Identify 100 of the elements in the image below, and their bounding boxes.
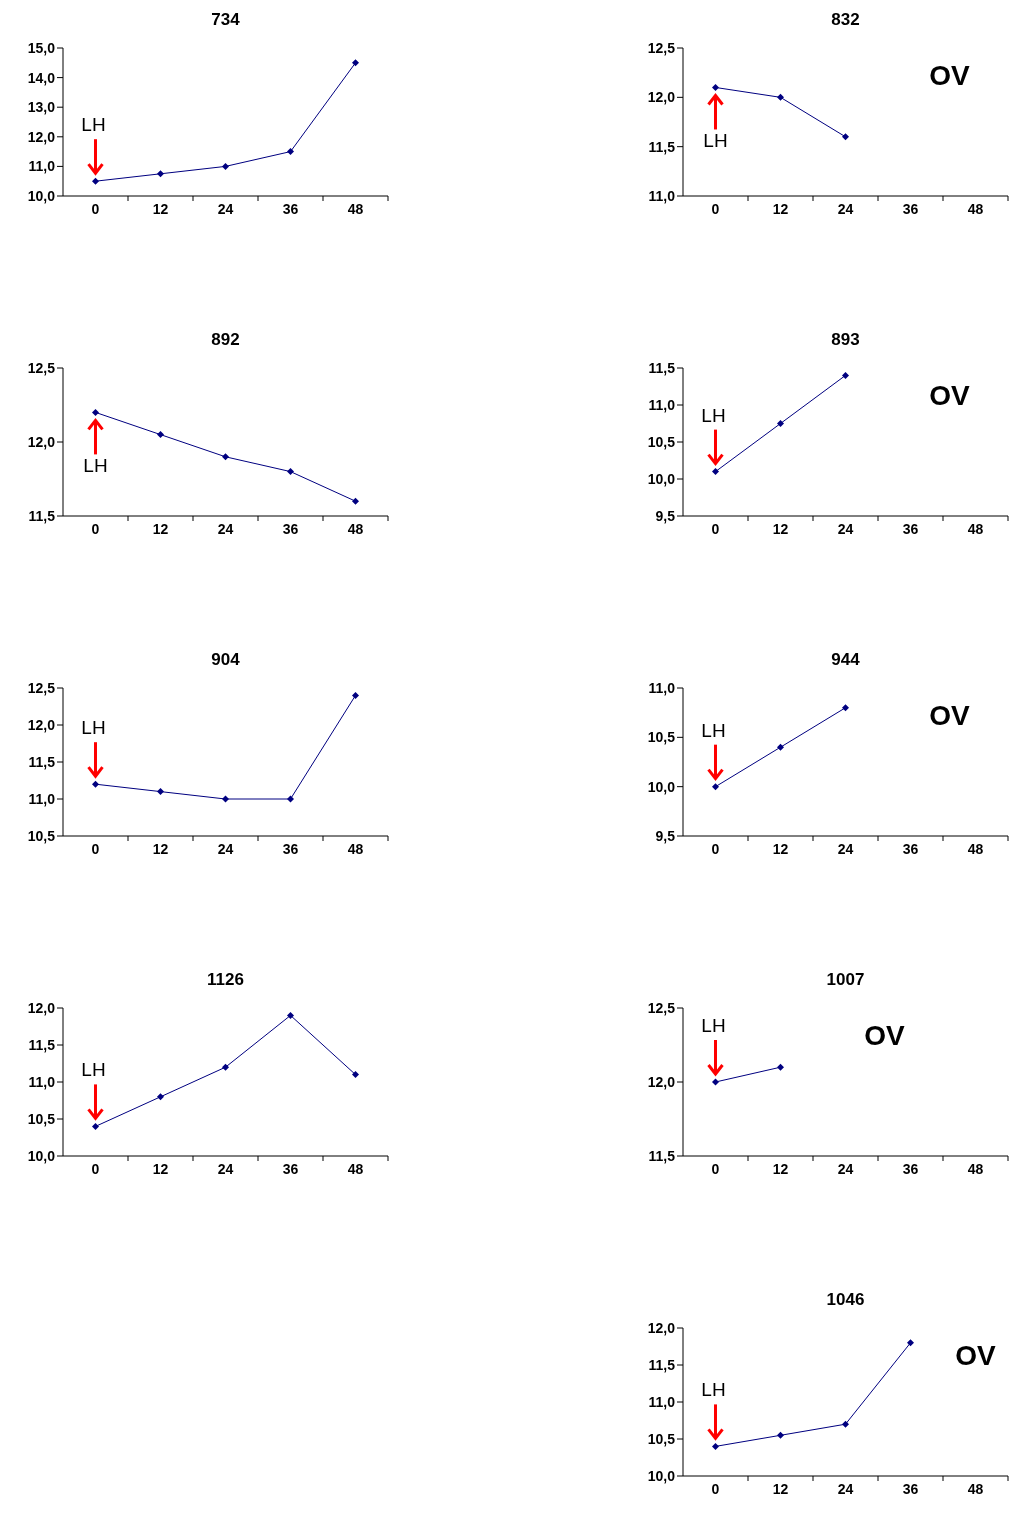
y-tick-label: 9,5 — [655, 507, 676, 524]
x-tick-label: 36 — [282, 200, 299, 217]
x-tick-label: 12 — [152, 520, 169, 537]
point — [157, 431, 164, 439]
y-tick-label: 10,0 — [647, 778, 676, 795]
annotation: OV — [864, 1020, 906, 1051]
x-tick-label: 24 — [217, 520, 234, 537]
x-tick-label: 24 — [217, 840, 234, 857]
point — [222, 1063, 229, 1071]
y-tick-label: 13,0 — [27, 99, 56, 116]
y-tick-label: 11,5 — [648, 1147, 676, 1164]
x-tick-label: 0 — [91, 200, 100, 217]
x-tick-label: 0 — [91, 1160, 100, 1177]
x-tick-label: 12 — [152, 1160, 169, 1177]
point — [92, 408, 99, 416]
y-tick-label: 11,5 — [28, 753, 56, 770]
x-tick-label: 0 — [711, 1160, 720, 1177]
y-tick-label: 11,0 — [28, 1073, 56, 1090]
point — [352, 691, 359, 699]
x-tick-label: 48 — [967, 840, 984, 857]
x-tick-label: 24 — [217, 200, 234, 217]
point — [222, 162, 229, 170]
x-tick-label: 36 — [902, 1480, 919, 1497]
annotation: OV — [929, 60, 971, 91]
x-tick-label: 12 — [772, 200, 789, 217]
chart-title: 892 — [210, 330, 241, 350]
annotation: OV — [929, 700, 971, 731]
point — [712, 468, 719, 476]
annotation: LH — [83, 455, 108, 477]
x-tick-label: 12 — [772, 520, 789, 537]
point — [777, 743, 784, 751]
point — [157, 788, 164, 796]
x-tick-label: 36 — [902, 1160, 919, 1177]
x-tick-label: 36 — [902, 520, 919, 537]
point — [842, 1420, 849, 1428]
y-tick-label: 11,5 — [648, 1356, 676, 1373]
x-tick-label: 24 — [837, 520, 854, 537]
y-tick-label: 15,0 — [27, 39, 56, 56]
y-tick-label: 11,0 — [648, 679, 676, 696]
x-tick-label: 0 — [91, 520, 100, 537]
point — [712, 83, 719, 91]
point — [842, 704, 849, 712]
x-tick-label: 24 — [837, 840, 854, 857]
y-tick-label: 10,5 — [647, 1430, 676, 1447]
x-tick-label: 12 — [772, 1480, 789, 1497]
chart-title: 1007 — [825, 970, 866, 990]
annotation: LH — [701, 404, 726, 426]
point — [352, 59, 359, 67]
x-tick-label: 24 — [837, 1480, 854, 1497]
y-tick-label: 11,5 — [648, 138, 676, 155]
point — [287, 148, 294, 156]
x-tick-label: 48 — [347, 1160, 364, 1177]
x-tick-label: 48 — [347, 200, 364, 217]
point — [907, 1339, 914, 1347]
y-tick-label: 9,5 — [655, 827, 676, 844]
x-tick-label: 48 — [967, 200, 984, 217]
x-tick-label: 48 — [347, 840, 364, 857]
y-tick-label: 11,5 — [28, 507, 56, 524]
chart-title: 1126 — [206, 970, 245, 990]
x-tick-label: 12 — [772, 1160, 789, 1177]
x-tick-label: 0 — [711, 520, 720, 537]
y-tick-label: 12,5 — [27, 679, 56, 696]
x-tick-label: 48 — [967, 1160, 984, 1177]
x-tick-label: 48 — [967, 520, 984, 537]
point — [92, 177, 99, 185]
x-tick-label: 12 — [152, 840, 169, 857]
x-tick-label: 0 — [711, 1480, 720, 1497]
point — [287, 1011, 294, 1019]
annotation: OV — [929, 380, 971, 411]
y-tick-label: 10,0 — [27, 1147, 56, 1164]
x-tick-label: 36 — [902, 840, 919, 857]
y-tick-label: 12,0 — [647, 89, 676, 106]
y-tick-label: 12,0 — [27, 433, 56, 450]
y-tick-label: 11,0 — [28, 158, 56, 175]
y-tick-label: 10,0 — [647, 470, 676, 487]
x-tick-label: 24 — [217, 1160, 234, 1177]
chart-title: 1046 — [825, 1290, 866, 1310]
y-tick-label: 12,0 — [647, 1319, 676, 1336]
annotation: OV — [955, 1340, 997, 1371]
point — [712, 1442, 719, 1450]
y-tick-label: 10,5 — [27, 1110, 56, 1127]
point — [777, 93, 784, 101]
y-tick-label: 10,5 — [647, 729, 676, 746]
annotation: LH — [701, 1015, 726, 1036]
y-tick-label: 11,0 — [28, 790, 56, 807]
y-tick-label: 12,0 — [27, 999, 56, 1016]
x-tick-label: 0 — [711, 840, 720, 857]
annotation: LH — [81, 1059, 106, 1081]
annotation: LH — [701, 1379, 726, 1401]
y-tick-label: 12,5 — [647, 39, 676, 56]
annotation: LH — [701, 719, 726, 741]
x-tick-label: 36 — [902, 200, 919, 217]
y-tick-label: 12,0 — [27, 716, 56, 733]
x-tick-label: 12 — [772, 840, 789, 857]
annotation: LH — [81, 717, 106, 739]
y-tick-label: 11,5 — [28, 1036, 56, 1053]
point — [92, 1122, 99, 1130]
x-tick-label: 48 — [347, 520, 364, 537]
x-tick-label: 0 — [91, 840, 100, 857]
point — [352, 1071, 359, 1079]
